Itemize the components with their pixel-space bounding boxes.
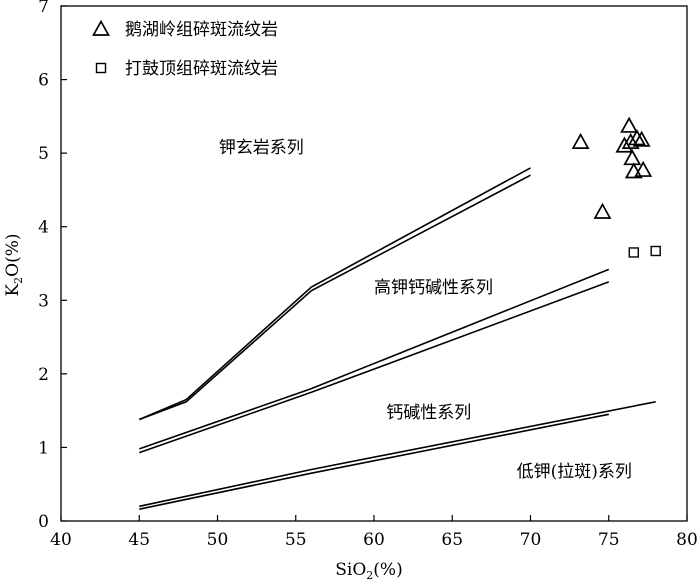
- data-points: [571, 116, 661, 258]
- y-tick-label: 2: [38, 365, 49, 385]
- y-axis-title-tail: O(%): [3, 233, 23, 276]
- triangle-point: [620, 116, 639, 133]
- y-tick-label: 7: [38, 0, 49, 17]
- y-axis-title-base: K: [3, 284, 23, 297]
- legend-label: 鹅湖岭组碎斑流纹岩: [125, 20, 278, 40]
- triangle-point: [621, 132, 640, 149]
- y-tick-label: 6: [38, 71, 49, 91]
- y-axis-ticks: 0 1 2 3 4 5 6 7: [38, 0, 67, 532]
- triangle-point: [593, 202, 612, 219]
- triangle-point: [623, 149, 642, 166]
- x-tick-label: 45: [128, 530, 150, 550]
- legend-triangle-icon: [92, 19, 110, 36]
- legend-square-icon: [95, 62, 107, 74]
- x-tick-label: 55: [285, 530, 307, 550]
- y-tick-label: 5: [38, 144, 49, 164]
- series-region-label: 钙碱性系列: [386, 403, 471, 423]
- x-axis-ticks: 40 45 50 55 60 65 70 75 80: [50, 515, 698, 550]
- y-tick-label: 4: [38, 218, 49, 238]
- x-tick-label: 60: [363, 530, 385, 550]
- triangle-point: [571, 132, 590, 149]
- triangle-point: [624, 162, 643, 179]
- triangle-point: [627, 129, 646, 146]
- x-tick-label: 80: [676, 530, 698, 550]
- y-axis-title: K2O(%): [3, 233, 25, 296]
- series-boundary-lines: [138, 167, 656, 510]
- series-boundary-line: [139, 268, 610, 450]
- square-point: [650, 245, 661, 257]
- x-axis-title-base: SiO: [335, 560, 366, 580]
- x-tick-label: 65: [441, 530, 463, 550]
- x-axis-title-tail: (%): [373, 560, 402, 580]
- x-axis-title-sub: 2: [366, 569, 373, 581]
- triangle-point: [634, 160, 653, 177]
- y-tick-label: 3: [38, 291, 49, 311]
- series-region-label: 高钾钙碱性系列: [374, 278, 493, 298]
- x-tick-label: 70: [520, 530, 542, 550]
- triangle-point: [632, 130, 651, 147]
- y-tick-label: 1: [38, 438, 49, 458]
- y-axis-title-sub: 2: [12, 277, 25, 284]
- series-boundary-line: [139, 413, 609, 510]
- x-axis-title: SiO2(%): [335, 560, 402, 581]
- series-boundary-line: [138, 167, 531, 421]
- y-tick-label: 0: [38, 512, 49, 532]
- x-tick-label: 75: [598, 530, 620, 550]
- series-boundary-line: [139, 174, 531, 421]
- x-tick-label: 50: [207, 530, 229, 550]
- series-boundary-line: [139, 401, 656, 508]
- legend-label: 打鼓顶组碎斑流纹岩: [125, 59, 278, 79]
- x-tick-label: 40: [50, 530, 72, 550]
- series-boundary-line: [139, 281, 610, 454]
- series-region-label: 钾玄岩系列: [219, 138, 304, 158]
- square-point: [628, 247, 639, 258]
- series-region-label: 低钾(拉斑)系列: [517, 462, 632, 482]
